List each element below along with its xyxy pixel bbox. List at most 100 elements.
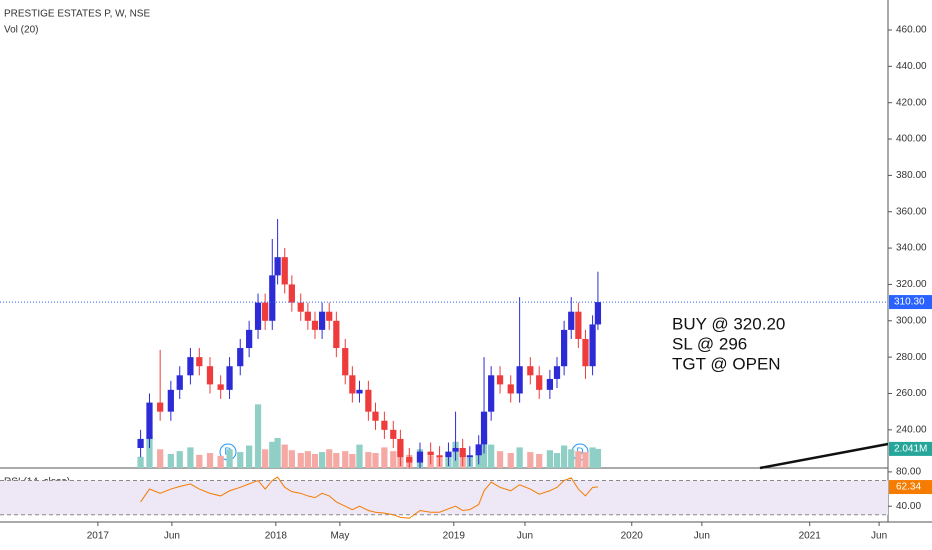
volume-bar [507,453,514,468]
x-tick-label: May [330,531,349,542]
y-tick-label: 40.00 [896,501,921,512]
volume-bar [157,449,164,468]
candle-body [406,457,413,463]
volume-bar [496,451,504,468]
volume-bar [217,455,224,468]
candle-body [246,329,253,349]
candle-body [496,375,504,385]
candle-body [561,329,568,367]
volume-bar [226,449,233,468]
candle-body [436,455,443,458]
trend-line [759,442,889,470]
candle-body [365,389,372,412]
candle-body [427,451,434,456]
volume-bar [196,454,203,468]
rsi-band-fill [0,480,888,515]
volume-bar [311,453,319,468]
x-tick-label: Jun [871,531,887,542]
x-tick-label: 2021 [799,531,822,542]
candle-body [342,348,349,376]
y-tick-label: 340.00 [896,243,927,254]
x-tick-label: Jun [517,531,533,542]
candle-body [157,402,164,412]
volume-bar [365,452,372,468]
volume-bar [561,445,568,468]
volume-bar [137,456,144,468]
volume-bar [372,453,379,468]
chart-title: PRESTIGE ESTATES P, W, NSE [4,9,150,20]
candle-body [333,320,340,349]
volume-bar [589,447,596,468]
candle-body [516,366,523,394]
x-tick-label: 2020 [621,531,644,542]
candle-body [594,302,602,325]
volume-bar [318,452,326,468]
candle-body [217,384,224,390]
volume-bar [254,404,262,468]
volume-bar [568,449,575,468]
candle-body [575,311,582,339]
volume-bar [281,444,288,468]
volume-label-box [889,441,932,456]
volume-bar [167,453,174,468]
x-tick-label: 2018 [265,531,288,542]
candle-body [349,375,356,394]
volume-bar [187,447,194,468]
volume-bar [206,453,214,468]
x-tick-label: Jun [694,531,710,542]
candle-body [397,438,404,458]
candle-body [326,311,333,321]
x-tick-label: Jun [164,531,180,542]
candle-body [589,324,596,367]
volume-bar [176,451,183,468]
candle-body [553,366,561,379]
candle-body [269,275,276,321]
y-tick-label: 80.00 [896,467,921,478]
candle-body [445,451,452,458]
volume-bar [546,450,553,468]
volume-bar [342,451,349,468]
candle-body [196,357,203,367]
candle-body [372,411,379,421]
candle-body [381,420,388,430]
candle-body [488,375,495,412]
volume-bar [381,447,388,468]
price-label-box [889,295,932,310]
volume-bar [527,452,534,468]
volume-bar [262,449,269,468]
candle-body [546,378,553,390]
annotation: TGT @ OPEN [672,354,781,373]
y-tick-label: 260.00 [896,388,927,399]
candle-body [254,302,262,330]
candle-body [416,451,424,463]
volume-bar [326,449,333,468]
candle-body [475,444,482,456]
candle-body [281,257,288,285]
volume-title: Vol (20) [4,25,38,36]
candle-body [536,375,543,390]
candle-body [507,384,514,394]
volume-bar [246,445,253,468]
y-tick-label: 460.00 [896,25,927,36]
volume-bar [297,453,304,468]
candle-body [297,302,304,312]
volume-bar [582,452,589,468]
volume-label: 2.041M [894,444,927,455]
volume-bar [288,450,295,468]
candle-body [390,429,397,439]
candle-body [311,320,319,330]
x-tick-label: 2017 [87,531,110,542]
y-tick-label: 320.00 [896,279,927,290]
volume-bar [349,453,356,468]
y-tick-label: 380.00 [896,170,927,181]
candle-body [237,348,244,367]
volume-bar [146,435,153,468]
rsi-line [140,476,598,519]
y-tick-label: 300.00 [896,315,927,326]
candle-body [318,311,326,330]
candle-body [226,366,233,390]
candle-body [480,411,488,445]
y-tick-label: 360.00 [896,206,927,217]
volume-bar [304,451,311,468]
